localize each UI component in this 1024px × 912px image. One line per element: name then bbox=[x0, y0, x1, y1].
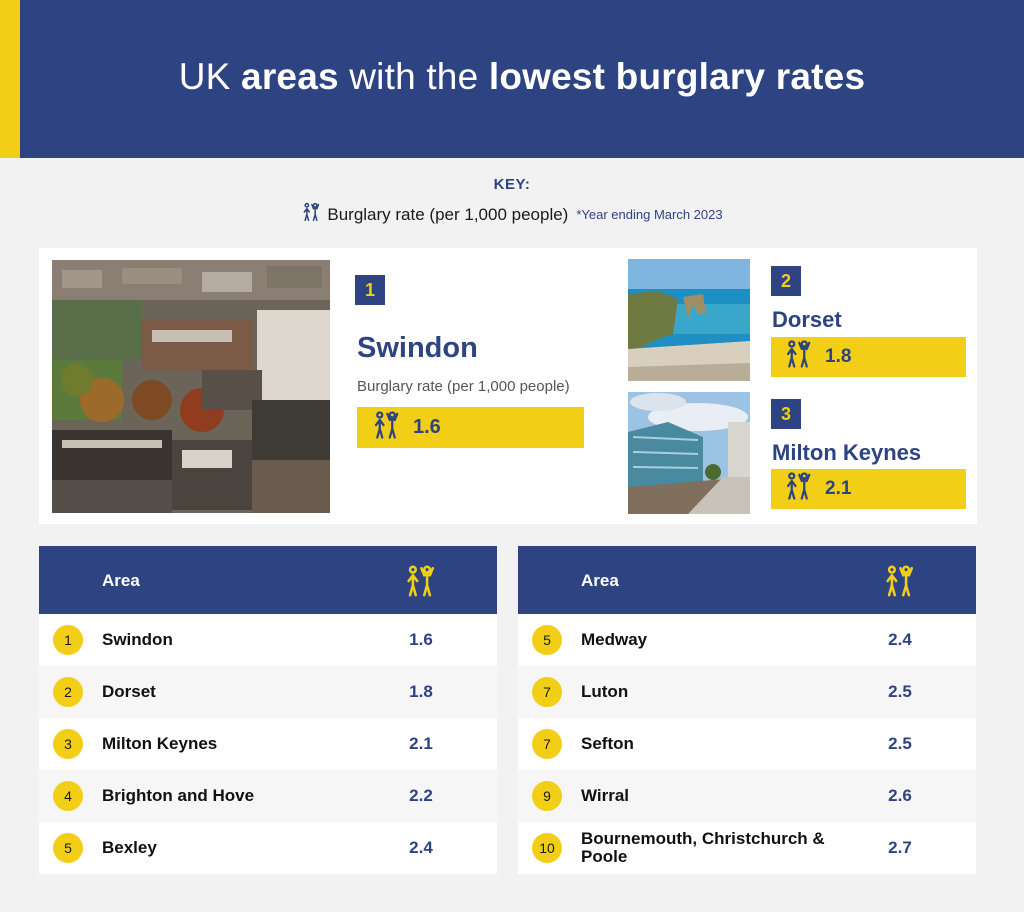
burglary-rate: 2.7 bbox=[888, 838, 912, 857]
rank-circle: 2 bbox=[53, 677, 83, 707]
table-row: 1 Swindon 1.6 bbox=[39, 614, 497, 666]
featured-second-name: Dorset bbox=[772, 307, 842, 332]
burglary-rate: 1.8 bbox=[409, 682, 433, 701]
rank-circle: 1 bbox=[53, 625, 83, 655]
table-row: 10 Bournemouth, Christchurch & Poole 2.7 bbox=[518, 822, 976, 874]
burglary-rate: 2.5 bbox=[888, 734, 912, 753]
table-row: 5 Medway 2.4 bbox=[518, 614, 976, 666]
burglary-rate: 2.5 bbox=[888, 682, 912, 701]
burglar-icon bbox=[882, 564, 916, 603]
milton-keynes-photo bbox=[628, 392, 750, 514]
burglary-rate: 2.1 bbox=[409, 734, 433, 753]
table-header: Area bbox=[39, 546, 497, 614]
rank-circle: 7 bbox=[532, 677, 562, 707]
column-header-area: Area bbox=[102, 571, 140, 590]
featured-third-value: 2.1 bbox=[825, 478, 852, 499]
header-banner: UK areas with the lowest burglary rates bbox=[0, 0, 1024, 158]
dorset-photo bbox=[628, 259, 750, 381]
key-title: KEY: bbox=[493, 176, 531, 193]
key-line: Burglary rate (per 1,000 people) *Year e… bbox=[0, 202, 1024, 227]
area-name: Milton Keynes bbox=[102, 734, 218, 753]
rank-badge-1: 1 bbox=[355, 275, 385, 305]
ranking-table-right: Area 5 Medway 2.4 7 Luton 2.5 7 Sefton 2… bbox=[518, 546, 976, 874]
area-name: Bournemouth, Christchurch & Poole bbox=[581, 829, 825, 866]
rank-circle: 4 bbox=[53, 781, 83, 811]
burglar-icon bbox=[783, 471, 813, 507]
table-row: 9 Wirral 2.6 bbox=[518, 770, 976, 822]
burglar-icon bbox=[783, 339, 813, 375]
area-name: Bexley bbox=[102, 838, 157, 857]
swindon-photo bbox=[52, 260, 330, 513]
area-name: Wirral bbox=[581, 786, 630, 805]
key-legend: KEY: Burglary rate (per 1,000 people) *Y… bbox=[0, 176, 1024, 227]
featured-third-bar: 2.1 bbox=[771, 469, 966, 509]
ranking-table-left: Area 1 Swindon 1.6 2 Dorset 1.8 3 Milton… bbox=[39, 546, 497, 874]
burglary-rate: 2.2 bbox=[409, 786, 433, 805]
featured-second-bar: 1.8 bbox=[771, 337, 966, 377]
area-name: Medway bbox=[581, 630, 648, 649]
rank-circle: 9 bbox=[532, 781, 562, 811]
burglar-icon bbox=[371, 410, 401, 446]
burglary-rate: 2.6 bbox=[888, 786, 912, 805]
featured-first-name: Swindon bbox=[357, 332, 478, 364]
featured-panel: 1 Swindon Burglary rate (per 1,000 peopl… bbox=[39, 248, 977, 524]
rank-circle: 3 bbox=[53, 729, 83, 759]
table-row: 5 Bexley 2.4 bbox=[39, 822, 497, 874]
key-note: *Year ending March 2023 bbox=[576, 207, 723, 222]
area-name: Sefton bbox=[581, 734, 634, 753]
area-name: Swindon bbox=[102, 630, 173, 649]
column-header-area: Area bbox=[581, 571, 619, 590]
burglar-icon bbox=[301, 202, 321, 227]
rank-circle: 10 bbox=[532, 833, 562, 863]
burglary-rate: 1.6 bbox=[409, 630, 433, 649]
page-title: UK areas with the lowest burglary rates bbox=[178, 56, 866, 97]
burglar-icon bbox=[403, 564, 437, 603]
key-label: Burglary rate (per 1,000 people) bbox=[327, 204, 569, 224]
featured-first-value: 1.6 bbox=[413, 416, 441, 438]
rank-badge-3: 3 bbox=[771, 399, 801, 429]
burglary-rate: 2.4 bbox=[888, 630, 912, 649]
rank-circle: 5 bbox=[53, 833, 83, 863]
table-row: 3 Milton Keynes 2.1 bbox=[39, 718, 497, 770]
featured-second-value: 1.8 bbox=[825, 346, 852, 367]
featured-first-subtitle: Burglary rate (per 1,000 people) bbox=[357, 378, 570, 395]
featured-third-name: Milton Keynes bbox=[772, 440, 922, 465]
table-header: Area bbox=[518, 546, 976, 614]
burglary-rate: 2.4 bbox=[409, 838, 433, 857]
rank-badge-2: 2 bbox=[771, 266, 801, 296]
rank-circle: 5 bbox=[532, 625, 562, 655]
table-row: 2 Dorset 1.8 bbox=[39, 666, 497, 718]
header-accent-stripe bbox=[0, 0, 20, 158]
area-name: Dorset bbox=[102, 682, 156, 701]
area-name: Brighton and Hove bbox=[102, 786, 255, 805]
table-row: 7 Luton 2.5 bbox=[518, 666, 976, 718]
featured-first-bar: 1.6 bbox=[357, 407, 584, 448]
rank-circle: 7 bbox=[532, 729, 562, 759]
table-row: 7 Sefton 2.5 bbox=[518, 718, 976, 770]
table-row: 4 Brighton and Hove 2.2 bbox=[39, 770, 497, 822]
area-name: Luton bbox=[581, 682, 629, 701]
